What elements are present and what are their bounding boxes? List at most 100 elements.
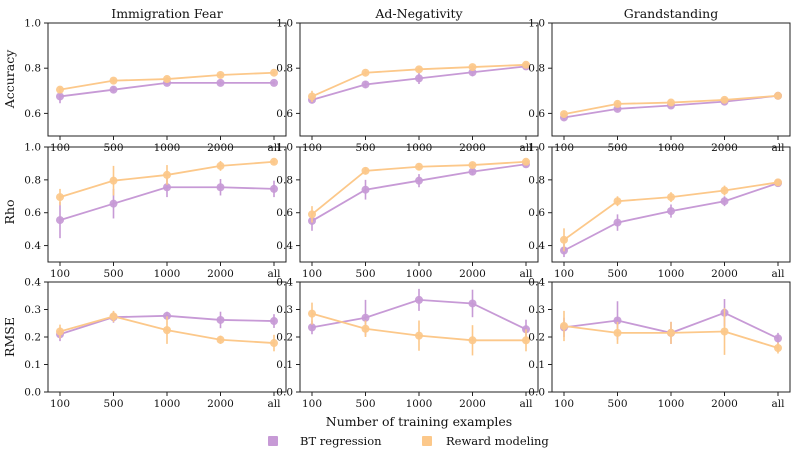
data-point-rm — [560, 235, 568, 244]
x-tick-label: 500 — [103, 268, 123, 280]
data-point-bt — [163, 183, 171, 192]
x-tick-label: all — [268, 142, 282, 154]
y-tick-label: 1.0 — [276, 142, 293, 154]
y-tick-label: 0.4 — [276, 240, 293, 252]
y-tick-label: 0.0 — [24, 387, 41, 399]
panel-frame — [551, 281, 791, 393]
data-point-rm — [109, 176, 118, 185]
data-point-rm — [667, 193, 675, 202]
x-tick-label: all — [520, 142, 534, 154]
x-tick-label: 1000 — [406, 268, 433, 280]
x-tick-label: all — [268, 398, 282, 410]
data-point-rm — [522, 60, 530, 69]
series-rm — [560, 308, 782, 355]
data-point-bt — [667, 207, 675, 216]
data-point-bt — [468, 299, 477, 308]
x-tick-label: all — [520, 268, 534, 280]
legend-marker-rm — [422, 436, 432, 446]
data-point-bt — [613, 218, 622, 227]
x-tick-label: 500 — [103, 142, 123, 154]
series-rm — [308, 60, 530, 103]
x-tick-label: 1000 — [658, 398, 685, 410]
data-point-rm — [468, 161, 477, 170]
y-tick-label: 0.8 — [276, 63, 293, 75]
x-tick-label: 1000 — [154, 142, 181, 154]
data-point-bt — [720, 197, 729, 206]
column-titles: Immigration Fear Ad-Negativity Grandstan… — [111, 6, 718, 21]
column-title-immigration-fear: Immigration Fear — [111, 6, 222, 21]
legend: BT regression Reward modeling — [268, 434, 549, 448]
data-point-rm — [667, 98, 675, 107]
y-tick-label: 0.6 — [276, 108, 293, 120]
data-point-rm — [613, 99, 622, 108]
x-tick-label: 500 — [607, 268, 627, 280]
data-point-bt — [56, 216, 64, 225]
y-tick-label: 1.0 — [276, 18, 293, 30]
data-point-bt — [415, 295, 423, 304]
panel-frame — [47, 281, 287, 393]
data-point-rm — [163, 170, 171, 179]
x-tick-label: 100 — [302, 268, 322, 280]
data-point-bt — [270, 317, 278, 326]
x-tick-label: 100 — [302, 398, 322, 410]
data-point-bt — [415, 74, 423, 83]
data-point-rm — [361, 324, 370, 333]
data-point-rm — [308, 309, 316, 318]
column-title-grandstanding: Grandstanding — [624, 6, 718, 21]
data-point-rm — [308, 92, 316, 101]
y-tick-label: 1.0 — [528, 18, 545, 30]
data-point-rm — [415, 65, 423, 74]
data-point-rm — [270, 339, 278, 348]
data-point-bt — [308, 323, 316, 332]
data-point-rm — [774, 91, 782, 100]
data-point-bt — [361, 80, 370, 89]
panel-rmse-ad-negativity: 0.0 0.1 0.2 0.3 0.4 100 500 1000 2000 all — [276, 277, 539, 410]
row-labels: Accuracy Rho RMSE — [2, 49, 17, 357]
x-tick-label: 2000 — [459, 268, 486, 280]
data-point-bt — [270, 184, 278, 193]
x-tick-label: 1000 — [406, 398, 433, 410]
data-point-rm — [522, 157, 530, 166]
series-rm — [308, 302, 530, 356]
y-tick-label: 0.2 — [528, 332, 545, 344]
x-tick-label: 100 — [302, 142, 322, 154]
data-point-bt — [415, 176, 423, 185]
y-tick-label: 0.8 — [24, 174, 41, 186]
x-tick-label: 500 — [355, 398, 375, 410]
series-rm — [56, 157, 278, 206]
data-point-bt — [56, 92, 64, 101]
x-tick-label: 2000 — [207, 398, 234, 410]
x-tick-label: 100 — [50, 398, 70, 410]
x-tick-label: 100 — [554, 142, 574, 154]
data-point-rm — [720, 186, 729, 195]
y-tick-label: 1.0 — [528, 142, 545, 154]
data-point-rm — [361, 166, 370, 175]
x-tick-label: 2000 — [207, 268, 234, 280]
data-point-rm — [270, 68, 278, 77]
x-tick-label: 500 — [355, 268, 375, 280]
y-tick-label: 0.8 — [528, 174, 545, 186]
series-rm — [56, 310, 278, 352]
x-tick-label: 1000 — [658, 142, 685, 154]
y-tick-label: 0.6 — [528, 207, 545, 219]
panel-accuracy-grandstanding: 0.6 0.8 1.0 100 500 1000 2000 all — [528, 18, 791, 154]
data-point-rm — [109, 312, 118, 321]
panel-accuracy-immigration-fear: 0.6 0.8 1.0 100 500 1000 2000 all — [24, 18, 287, 154]
y-tick-label: 1.0 — [24, 18, 41, 30]
data-point-rm — [308, 210, 316, 219]
x-tick-label: 1000 — [406, 142, 433, 154]
panel-rho-grandstanding: 0.4 0.6 0.8 1.0 100 500 1000 2000 all — [528, 142, 791, 280]
x-tick-label: 1000 — [154, 398, 181, 410]
x-tick-label: all — [268, 268, 282, 280]
data-point-bt — [109, 85, 118, 94]
x-axis-label: Number of training examples — [326, 414, 512, 429]
data-point-bt — [270, 78, 278, 87]
data-point-bt — [216, 315, 225, 324]
x-tick-label: 2000 — [459, 398, 486, 410]
data-point-rm — [560, 322, 568, 330]
panel-rho-immigration-fear: 0.4 0.6 0.8 1.0 100 500 1000 2000 all — [24, 142, 287, 280]
y-tick-label: 0.8 — [528, 63, 545, 75]
x-tick-label: 500 — [607, 142, 627, 154]
data-point-bt — [468, 167, 477, 176]
